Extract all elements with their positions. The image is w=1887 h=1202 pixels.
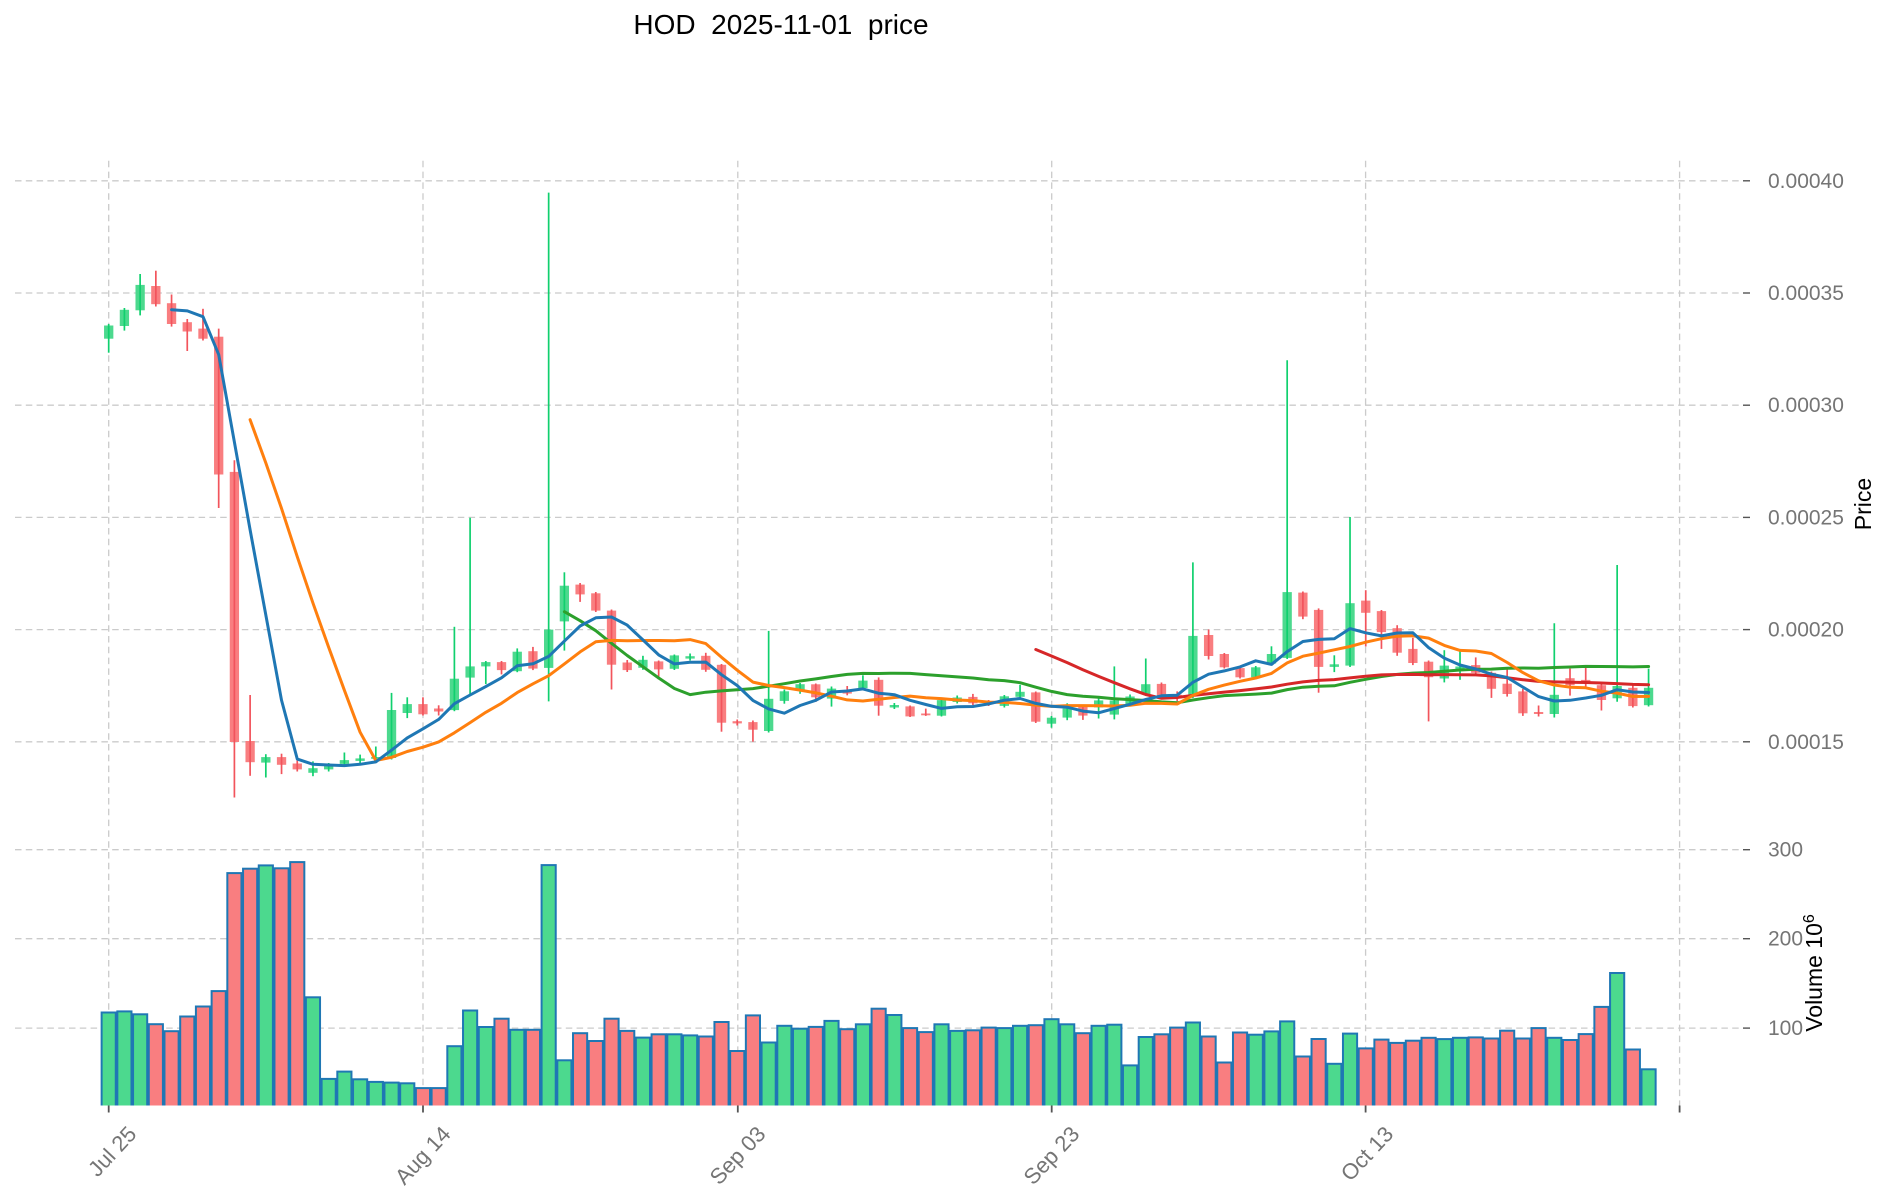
svg-text:0.00020: 0.00020 <box>1768 619 1844 642</box>
svg-text:0.00040: 0.00040 <box>1768 170 1844 193</box>
svg-text:0.00015: 0.00015 <box>1768 731 1844 754</box>
svg-text:300: 300 <box>1768 839 1803 862</box>
svg-text:100: 100 <box>1768 1017 1803 1040</box>
svg-text:Price: Price <box>1850 478 1876 530</box>
svg-text:200: 200 <box>1768 928 1803 951</box>
svg-text:Volume 106: Volume 106 <box>1801 914 1827 1032</box>
svg-text:0.00035: 0.00035 <box>1768 282 1844 305</box>
svg-text:0.00025: 0.00025 <box>1768 506 1844 529</box>
svg-text:HOD 2025-11-01 price: HOD 2025-11-01 price <box>633 9 928 40</box>
svg-text:0.00030: 0.00030 <box>1768 394 1844 417</box>
